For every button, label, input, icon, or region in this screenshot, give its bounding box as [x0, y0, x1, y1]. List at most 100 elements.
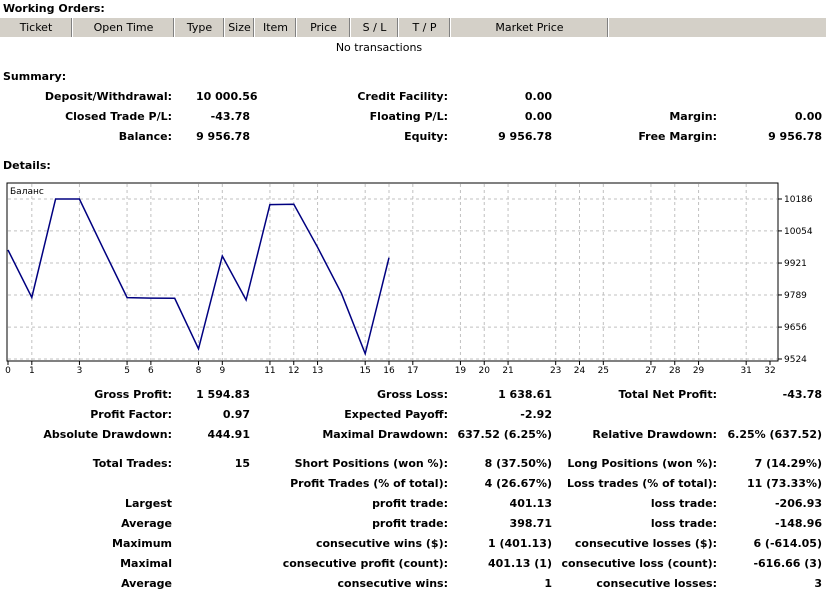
deposit-withdrawal-label: Deposit/Withdrawal:: [44, 90, 172, 103]
average-loss-label: loss trade:: [650, 517, 717, 530]
expected-payoff-label: Expected Payoff:: [344, 408, 448, 421]
x-tick-label: 21: [502, 366, 513, 376]
total-net-profit-value: -43.78: [782, 388, 822, 401]
gross-loss-value: 1 638.61: [498, 388, 552, 401]
avg-consec-losses-label: consecutive losses:: [596, 577, 717, 590]
x-tick-label: 27: [645, 366, 656, 376]
column-header-tp[interactable]: T / P: [399, 18, 451, 37]
average-loss-value: -148.96: [774, 517, 822, 530]
summary-title: Summary:: [3, 70, 67, 83]
average-profit-value: 398.71: [509, 517, 552, 530]
x-tick-label: 11: [264, 366, 275, 376]
no-transactions-message: No transactions: [335, 41, 423, 54]
relative-drawdown-label: Relative Drawdown:: [592, 428, 717, 441]
x-tick-label: 28: [669, 366, 681, 376]
chart-frame: [6, 182, 779, 362]
orders-table-header: Ticket Open Time Type Size Item Price S …: [0, 18, 826, 37]
max-consec-wins-value: 1 (401.13): [488, 537, 552, 550]
x-tick-label: 17: [407, 366, 418, 376]
x-tick-label: 15: [359, 366, 370, 376]
y-tick-label: 9656: [784, 323, 807, 333]
closed-trade-pl-label: Closed Trade P/L:: [65, 110, 172, 123]
largest-label: Largest: [125, 497, 172, 510]
largest-profit-value: 401.13: [509, 497, 552, 510]
x-tick-label: 31: [740, 366, 751, 376]
chart-y-axis: 10186 10054 9921 9789 9656 9524: [778, 195, 813, 365]
chart-title: Баланс: [10, 187, 44, 197]
x-tick-label: 5: [124, 366, 130, 376]
column-header-size[interactable]: Size: [225, 18, 255, 37]
x-tick-label: 19: [455, 366, 467, 376]
short-positions-label: Short Positions (won %):: [294, 457, 448, 470]
profit-factor-value: 0.97: [222, 408, 250, 421]
largest-loss-label: loss trade:: [650, 497, 717, 510]
relative-drawdown-value: 6.25% (637.52): [727, 428, 823, 441]
long-positions-value: 7 (14.29%): [754, 457, 822, 470]
profit-factor-label: Profit Factor:: [90, 408, 172, 421]
floating-pl-label: Floating P/L:: [369, 110, 448, 123]
x-tick-label: 29: [693, 366, 705, 376]
gross-profit-label: Gross Profit:: [94, 388, 172, 401]
maximal-consec-loss-label: consecutive loss (count):: [561, 557, 717, 570]
absolute-drawdown-label: Absolute Drawdown:: [43, 428, 172, 441]
max-consec-wins-label: consecutive wins ($):: [315, 537, 448, 550]
y-tick-label: 10186: [784, 195, 813, 205]
absolute-drawdown-value: 444.91: [207, 428, 250, 441]
column-header-item[interactable]: Item: [255, 18, 297, 37]
chart-grid: [8, 184, 777, 360]
working-orders-title: Working Orders:: [3, 2, 105, 15]
x-tick-label: 8: [196, 366, 202, 376]
x-tick-label: 23: [550, 366, 561, 376]
balance-label: Balance:: [118, 130, 172, 143]
x-tick-label: 6: [148, 366, 154, 376]
avg-consec-losses-value: 3: [814, 577, 822, 590]
maximal-drawdown-label: Maximal Drawdown:: [322, 428, 448, 441]
column-header-price[interactable]: Price: [297, 18, 351, 37]
free-margin-value: 9 956.78: [768, 130, 822, 143]
x-tick-label: 32: [764, 366, 775, 376]
avg-consec-wins-value: 1: [544, 577, 552, 590]
profit-trades-value: 4 (26.67%): [484, 477, 552, 490]
long-positions-label: Long Positions (won %):: [567, 457, 717, 470]
chart-x-axis: 0 1 3 5 6 8 9 11 12 13 15 16 17 19 20 21 23 24 25 27 28 29 31 3…: [5, 361, 776, 376]
largest-profit-label: profit trade:: [372, 497, 448, 510]
free-margin-label: Free Margin:: [638, 130, 717, 143]
x-tick-label: 9: [219, 366, 225, 376]
maximal-drawdown-value: 637.52 (6.25%): [457, 428, 553, 441]
credit-facility-label: Credit Facility:: [357, 90, 448, 103]
maximal-label: Maximal: [120, 557, 172, 570]
x-tick-label: 16: [383, 366, 395, 376]
y-tick-label: 10054: [784, 227, 813, 237]
column-header-market-price[interactable]: Market Price: [451, 18, 609, 37]
equity-value: 9 956.78: [498, 130, 552, 143]
balance-value: 9 956.78: [196, 130, 250, 143]
total-trades-label: Total Trades:: [92, 457, 172, 470]
column-header-ticket[interactable]: Ticket: [0, 18, 73, 37]
column-header-sl[interactable]: S / L: [351, 18, 399, 37]
maximal-consec-profit-value: 401.13 (1): [488, 557, 552, 570]
expected-payoff-value: -2.92: [520, 408, 552, 421]
short-positions-value: 8 (37.50%): [484, 457, 552, 470]
x-tick-label: 20: [479, 366, 491, 376]
total-net-profit-label: Total Net Profit:: [618, 388, 718, 401]
margin-label: Margin:: [669, 110, 717, 123]
details-title: Details:: [3, 159, 51, 172]
credit-facility-value: 0.00: [524, 90, 552, 103]
maximum-label: Maximum: [112, 537, 172, 550]
margin-value: 0.00: [794, 110, 822, 123]
largest-loss-value: -206.93: [774, 497, 822, 510]
loss-trades-label: Loss trades (% of total):: [566, 477, 717, 490]
y-tick-label: 9789: [784, 291, 807, 301]
x-tick-label: 1: [29, 366, 35, 376]
equity-label: Equity:: [404, 130, 448, 143]
x-tick-label: 0: [5, 366, 11, 376]
total-trades-value: 15: [234, 457, 250, 470]
average-profit-label: profit trade:: [372, 517, 448, 530]
deposit-withdrawal-value: 10 000.56: [196, 90, 258, 103]
column-header-open-time[interactable]: Open Time: [73, 18, 175, 37]
floating-pl-value: 0.00: [524, 110, 552, 123]
x-tick-label: 24: [574, 366, 586, 376]
column-header-type[interactable]: Type: [175, 18, 225, 37]
x-tick-label: 3: [77, 366, 83, 376]
